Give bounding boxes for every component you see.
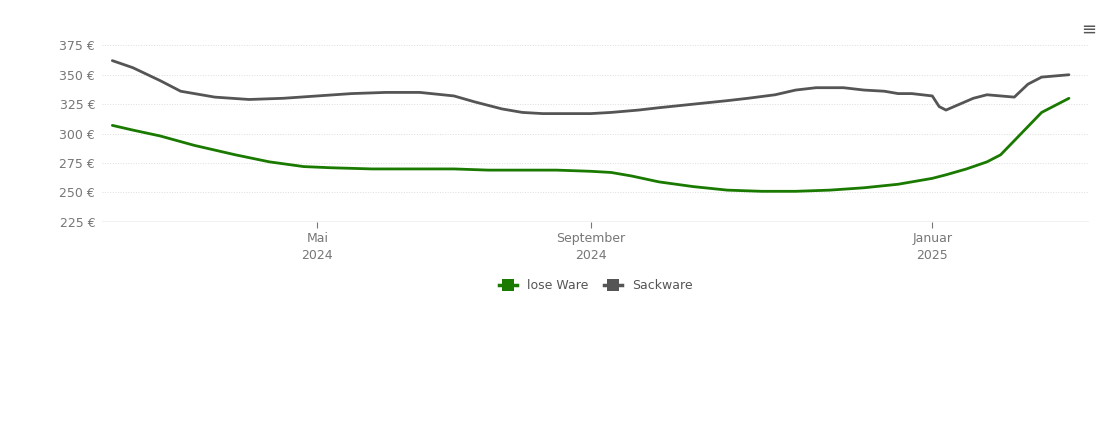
Text: ≡: ≡: [1081, 21, 1097, 39]
Legend: lose Ware, Sackware: lose Ware, Sackware: [494, 274, 698, 297]
